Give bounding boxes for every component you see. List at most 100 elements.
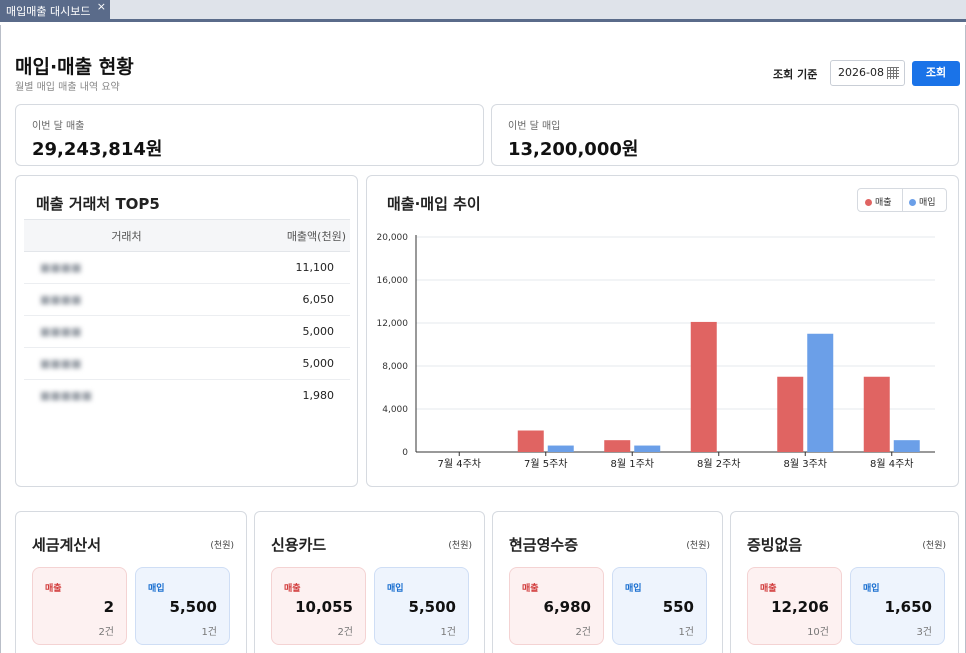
tab-dashboard[interactable]: 매입매출 대시보드 × <box>0 0 110 22</box>
top5-card: 매출 거래처 TOP5 거래처 매출액(천원) ■■■■ 11,100 ■■■■… <box>15 175 358 487</box>
purchase-box: 매입 1,650 3건 <box>850 567 945 645</box>
table-header-row: 거래처 매출액(천원) <box>24 219 350 252</box>
legend-sales[interactable]: 매출 <box>865 195 892 208</box>
purchase-label: 매입 <box>625 584 642 594</box>
sales-bar <box>604 440 631 452</box>
close-icon[interactable]: × <box>96 0 106 13</box>
purchase-bar <box>807 333 834 452</box>
breakdown-card-no-evidence: 증빙없음 (천원) 매출 12,206 10건 매입 1,650 3건 <box>730 511 959 653</box>
legend-purchase-label: 매입 <box>919 198 936 208</box>
sales-box: 매출 12,206 10건 <box>747 567 842 645</box>
legend-divider <box>902 189 903 211</box>
sales-bar <box>517 430 544 452</box>
unit-label: (천원) <box>210 541 234 551</box>
x-tick-label: 7월 4주차 <box>437 458 481 470</box>
y-tick-label: 4,000 <box>382 405 408 415</box>
table-row[interactable]: ■■■■■ 1,980 <box>24 380 350 412</box>
column-header-amount: 매출액(천원) <box>229 219 350 252</box>
legend-sales-label: 매출 <box>875 198 892 208</box>
client-name: ■■■■ <box>40 325 82 338</box>
purchase-label: 매입 <box>387 584 404 594</box>
purchase-bar <box>634 445 661 452</box>
kpi-label: 이번 달 매입 <box>508 121 561 132</box>
client-amount: 6,050 <box>229 283 350 316</box>
kpi-value: 13,200,000원 <box>508 139 639 160</box>
sales-count: 2건 <box>575 627 591 638</box>
sales-box: 매출 2 2건 <box>32 567 127 645</box>
sales-bar <box>777 376 804 452</box>
sales-label: 매출 <box>45 584 62 594</box>
kpi-card-sales: 이번 달 매출 29,243,814원 <box>15 104 484 166</box>
unit-label: (천원) <box>448 541 472 551</box>
tab-bar: 매입매출 대시보드 × <box>0 0 966 22</box>
page-subtitle: 월별 매입 매출 내역 요약 <box>15 82 120 93</box>
trend-chart: 0 4,000 8,000 12,000 16,000 20,000 7월 4주차 7월 5주… <box>377 233 935 470</box>
sales-value: 2 <box>103 598 114 616</box>
kpi-value: 29,243,814원 <box>32 139 163 160</box>
x-tick-label: 8월 4주차 <box>870 458 914 470</box>
sales-count: 2건 <box>337 627 353 638</box>
purchase-value: 5,500 <box>408 598 456 616</box>
sales-box: 매출 10,055 2건 <box>271 567 366 645</box>
client-name: ■■■■ <box>40 261 82 274</box>
client-amount: 5,000 <box>229 347 350 380</box>
sales-value: 12,206 <box>771 598 829 616</box>
month-picker[interactable]: 2026-08 <box>830 60 905 86</box>
sales-count: 2건 <box>98 627 114 638</box>
purchase-label: 매입 <box>148 584 165 594</box>
y-tick-label: 12,000 <box>377 319 409 329</box>
kpi-label: 이번 달 매출 <box>32 121 85 132</box>
chart-legend: 매출 매입 <box>857 188 947 212</box>
top5-table: 거래처 매출액(천원) ■■■■ 11,100 ■■■■ 6,050 ■■■■ … <box>24 219 350 412</box>
purchase-label: 매입 <box>863 584 880 594</box>
column-header-client: 거래처 <box>24 219 229 252</box>
tab-label: 매입매출 대시보드 <box>6 5 91 18</box>
table-row[interactable]: ■■■■ 5,000 <box>24 315 350 348</box>
purchase-value: 5,500 <box>169 598 217 616</box>
purchase-bar <box>547 445 574 452</box>
card-title: 신용카드 <box>271 536 327 554</box>
sales-bar <box>863 376 890 452</box>
purchase-count: 1건 <box>201 627 217 638</box>
purchase-count: 3건 <box>916 627 932 638</box>
month-value: 2026-08 <box>838 66 884 79</box>
breakdown-card-cash-receipt: 현금영수증 (천원) 매출 6,980 2건 매입 550 1건 <box>492 511 723 653</box>
client-amount: 1,980 <box>302 389 335 403</box>
breakdown-card-credit-card: 신용카드 (천원) 매출 10,055 2건 매입 5,500 1건 <box>254 511 485 653</box>
card-title: 증빙없음 <box>747 536 803 554</box>
unit-label: (천원) <box>922 541 946 551</box>
y-tick-label: 0 <box>402 448 408 458</box>
client-name: ■■■■■ <box>40 389 92 403</box>
client-amount: 11,100 <box>229 251 350 284</box>
purchase-count: 1건 <box>678 627 694 638</box>
sales-dot-icon <box>865 199 872 206</box>
client-amount: 5,000 <box>229 315 350 348</box>
top5-title: 매출 거래처 TOP5 <box>36 195 160 213</box>
y-tick-label: 20,000 <box>377 233 409 243</box>
legend-purchase[interactable]: 매입 <box>909 195 936 208</box>
filter-label: 조회 기준 <box>773 68 818 81</box>
table-row[interactable]: ■■■■ 5,000 <box>24 347 350 380</box>
sales-label: 매출 <box>284 584 301 594</box>
sales-label: 매출 <box>760 584 777 594</box>
purchase-value: 550 <box>662 598 694 616</box>
table-row[interactable]: ■■■■ 6,050 <box>24 283 350 316</box>
table-row[interactable]: ■■■■ 11,100 <box>24 251 350 284</box>
search-button[interactable]: 조회 <box>912 61 960 86</box>
unit-label: (천원) <box>686 541 710 551</box>
sales-value: 10,055 <box>295 598 353 616</box>
x-tick-label: 8월 3주차 <box>783 458 827 470</box>
calendar-icon[interactable] <box>887 67 899 79</box>
purchase-count: 1건 <box>440 627 456 638</box>
x-tick-label: 8월 2주차 <box>697 458 741 470</box>
x-tick-label: 7월 5주차 <box>524 458 568 470</box>
purchase-value: 1,650 <box>884 598 932 616</box>
purchase-box: 매입 550 1건 <box>612 567 707 645</box>
purchase-box: 매입 5,500 1건 <box>374 567 469 645</box>
client-name: ■■■■ <box>40 357 82 370</box>
sales-count: 10건 <box>807 627 829 638</box>
sales-bar <box>690 321 717 452</box>
purchase-dot-icon <box>909 199 916 206</box>
purchase-bar <box>893 440 920 452</box>
y-tick-label: 16,000 <box>377 276 409 286</box>
